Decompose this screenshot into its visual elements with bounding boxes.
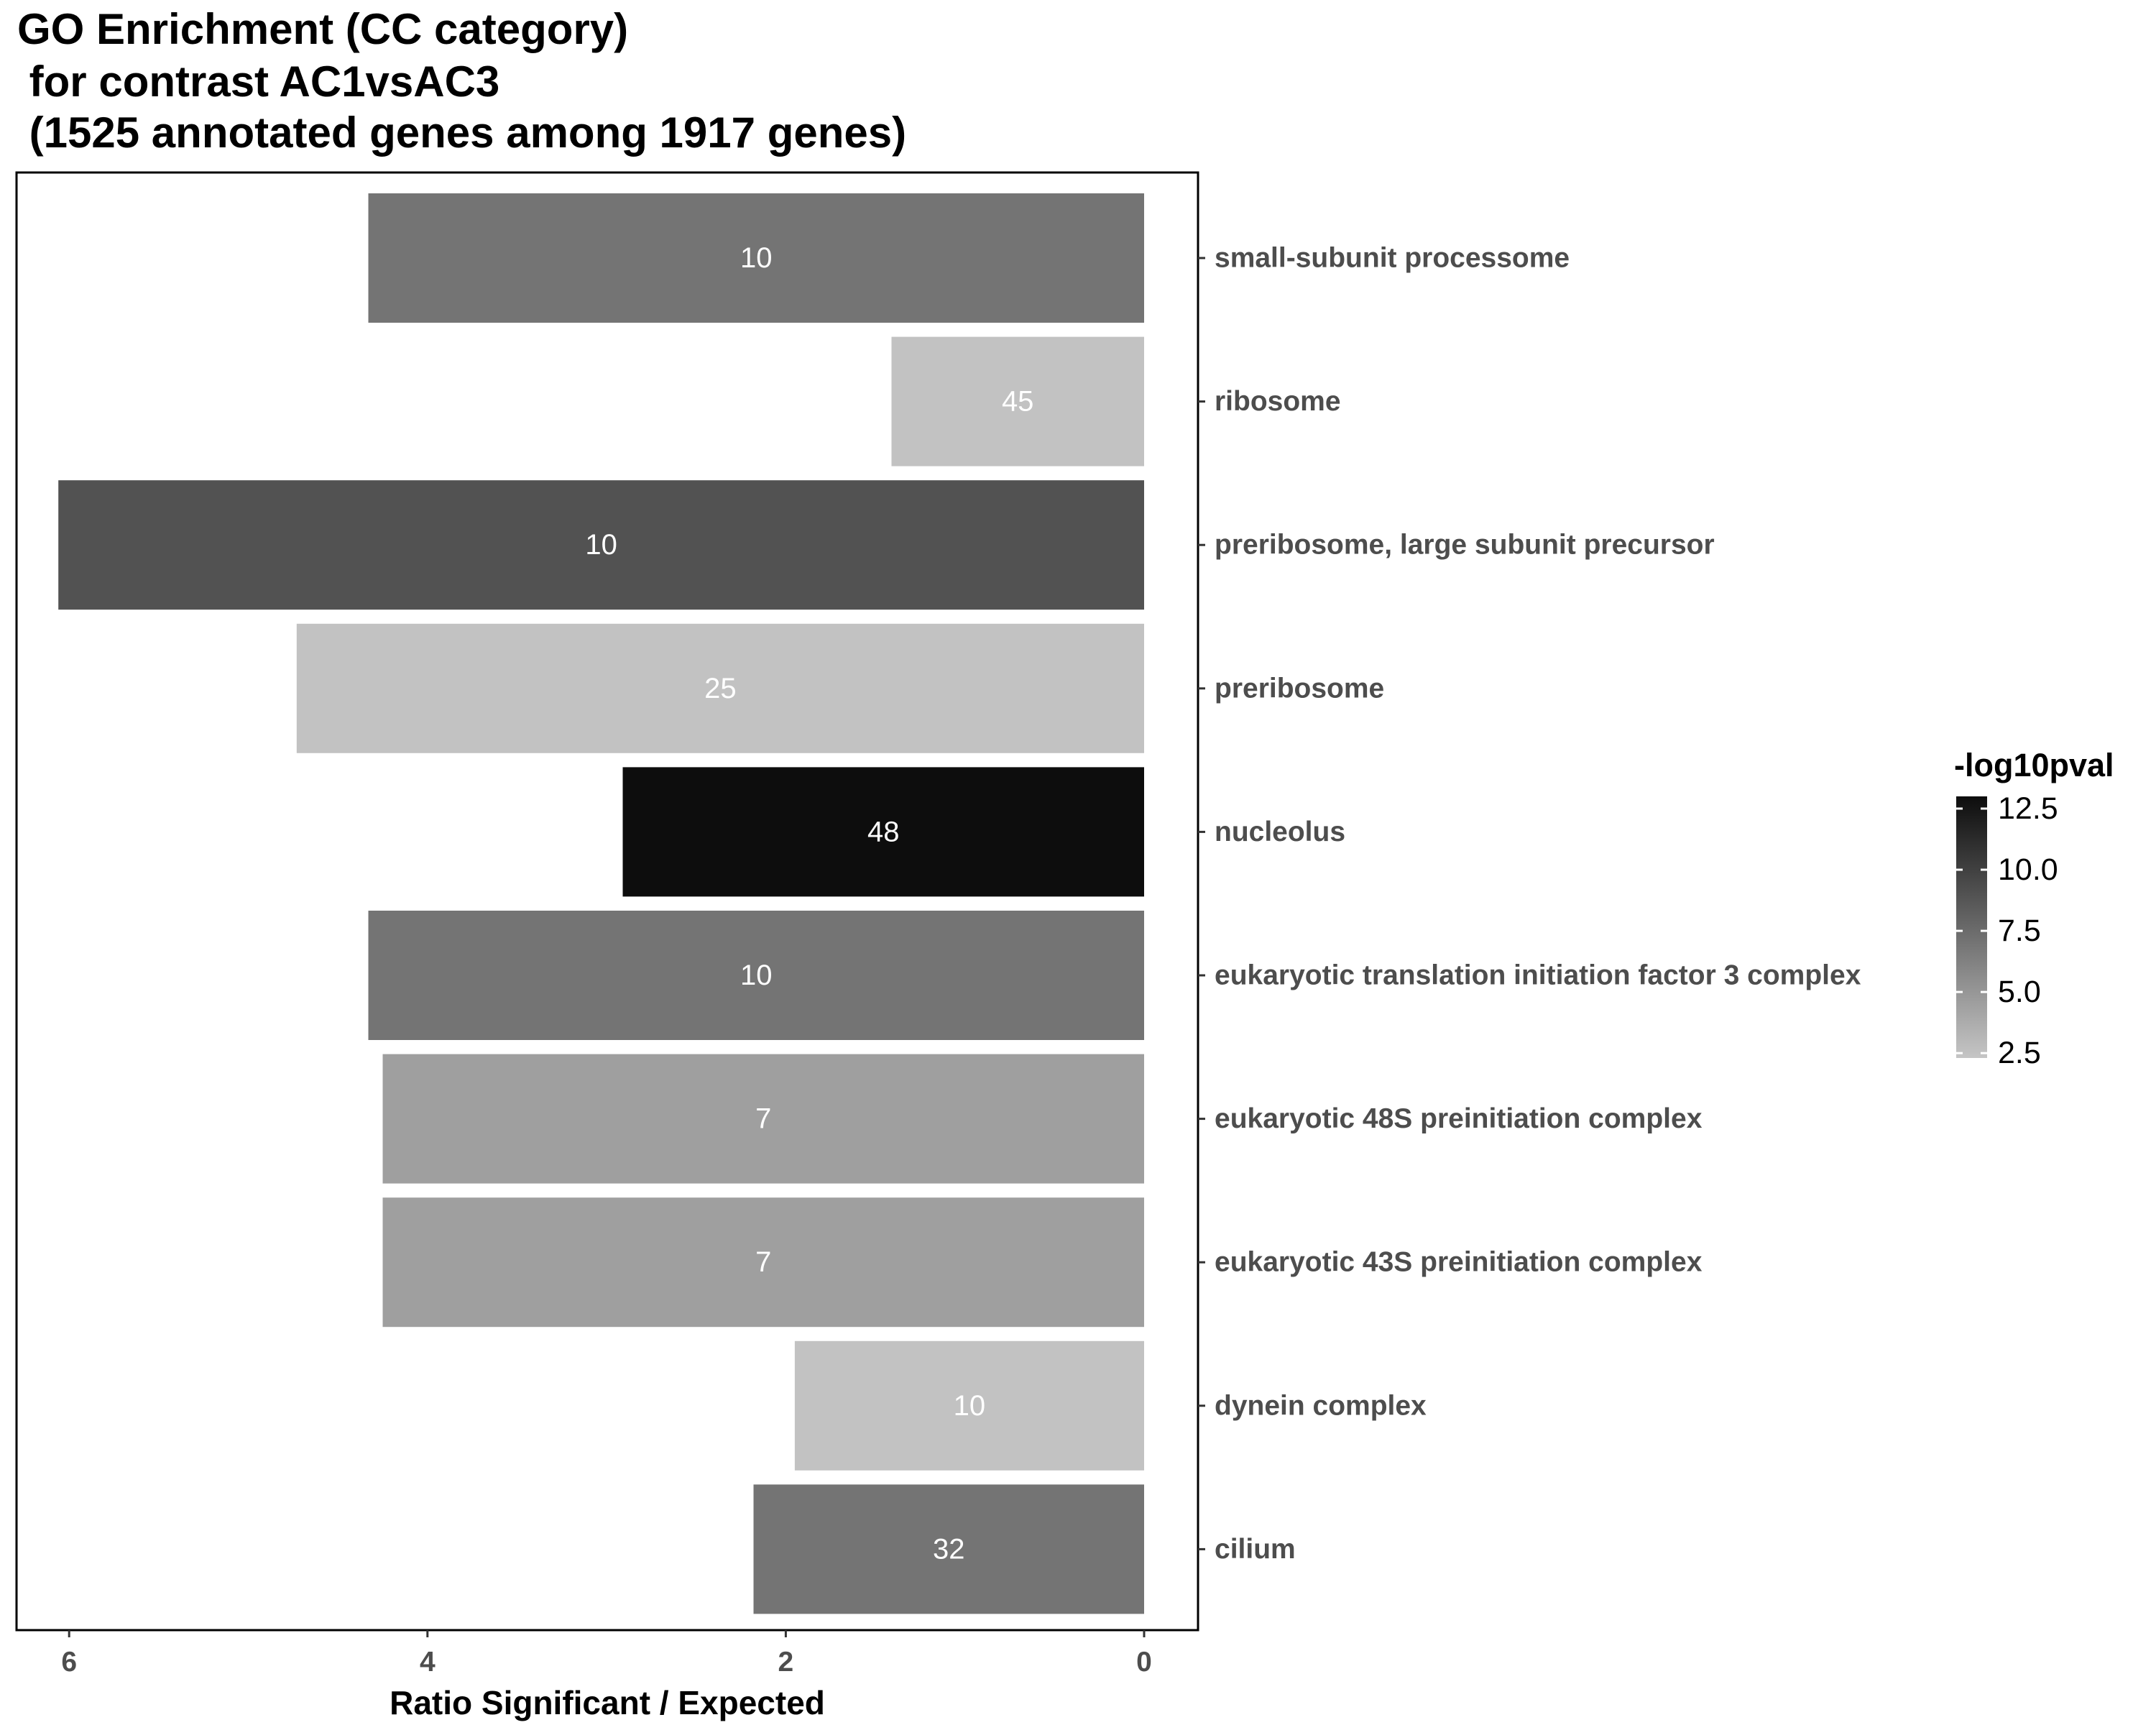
- chart-title-line-3: (1525 annotated genes among 1917 genes): [17, 109, 907, 157]
- legend-title: -log10pval: [1954, 747, 2114, 783]
- x-axis-title: Ratio Significant / Expected: [390, 1684, 825, 1721]
- y-axis-tick-label: eukaryotic translation initiation factor…: [1215, 960, 1861, 991]
- bar: [891, 336, 1144, 466]
- bar-data-label: 10: [740, 960, 773, 991]
- legend-tick-label: 7.5: [1998, 914, 2041, 948]
- legend-colorbar: [1956, 796, 1987, 1058]
- x-axis-tick-label: 0: [1136, 1647, 1152, 1678]
- bar-data-label: 10: [954, 1390, 986, 1422]
- bar: [753, 1484, 1144, 1614]
- bar-data-label: 32: [933, 1533, 965, 1565]
- x-axis-tick-label: 2: [778, 1647, 794, 1678]
- y-axis-tick-label: eukaryotic 43S preinitiation complex: [1215, 1247, 1703, 1278]
- bar-data-label: 10: [740, 242, 773, 274]
- y-axis-tick-label: preribosome: [1215, 673, 1384, 704]
- chart-title-line-1: GO Enrichment (CC category): [17, 5, 629, 53]
- bar: [794, 1340, 1144, 1471]
- bar-data-label: 25: [704, 673, 737, 704]
- bar: [296, 623, 1144, 753]
- legend-tick-label: 10.0: [1998, 852, 2058, 887]
- chart-title-line-2: for contrast AC1vsAC3: [17, 58, 500, 106]
- y-axis-tick-label: eukaryotic 48S preinitiation complex: [1215, 1103, 1703, 1134]
- bar-data-label: 7: [755, 1103, 771, 1135]
- bar-data-label: 10: [585, 529, 617, 561]
- y-axis-tick-label: preribosome, large subunit precursor: [1215, 530, 1715, 561]
- y-axis-tick-label: ribosome: [1215, 386, 1341, 417]
- y-axis-tick-label: nucleolus: [1215, 816, 1345, 847]
- bar: [368, 911, 1144, 1040]
- legend-tick-label: 2.5: [1998, 1036, 2041, 1070]
- y-axis-tick-label: small-subunit processome: [1215, 243, 1570, 274]
- bar-data-label: 45: [1002, 386, 1034, 418]
- bar: [58, 480, 1145, 610]
- bar: [382, 1054, 1144, 1184]
- y-axis: small-subunit processome ribosome preribos…: [1198, 243, 1861, 1565]
- plot-panel-border: [15, 171, 1199, 1632]
- bars-layer: 10 45 10 25 48 10 7 7 10 32: [58, 193, 1145, 1614]
- bar: [368, 193, 1144, 323]
- legend-tick-label: 12.5: [1998, 791, 2058, 826]
- legend-tick-label: 5.0: [1998, 975, 2041, 1009]
- legend: -log10pval 12.5 10.0 7.5 5.0 2.5: [1954, 747, 2114, 1070]
- bar: [622, 767, 1144, 897]
- y-axis-tick-label: cilium: [1215, 1534, 1296, 1565]
- x-axis: 6 4 2 0: [61, 1630, 1152, 1678]
- y-axis-tick-label: dynein complex: [1215, 1390, 1427, 1421]
- x-axis-tick-label: 4: [420, 1647, 436, 1678]
- bar: [382, 1197, 1144, 1328]
- x-axis-tick-label: 6: [61, 1647, 77, 1678]
- bar-data-label: 48: [867, 816, 900, 847]
- bar-data-label: 7: [755, 1246, 771, 1278]
